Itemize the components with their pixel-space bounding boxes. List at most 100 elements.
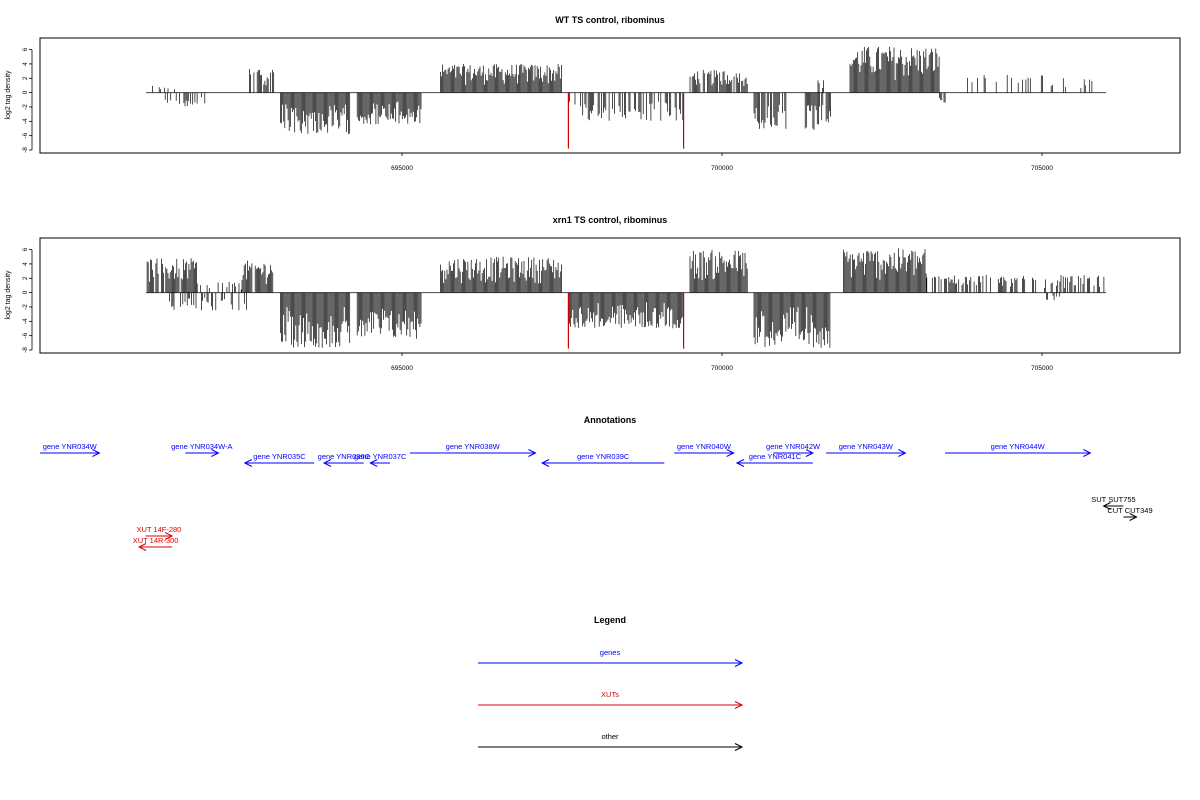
annotation-feature: gene YNR040W (674, 442, 735, 457)
y-tick-label: -6 (22, 132, 29, 138)
feature-arrowhead (735, 459, 745, 467)
feature-arrowhead (164, 532, 174, 540)
feature-label: gene YNR036C (318, 452, 371, 461)
annotation-feature: XUT 14F-280 (136, 525, 181, 540)
y-tick-label: -2 (22, 304, 29, 310)
annotations-title: Annotations (584, 415, 637, 425)
y-tick-label: -4 (22, 118, 29, 124)
y-tick-label: -8 (22, 347, 29, 353)
x-tick-label: 705000 (1031, 365, 1053, 372)
feature-label: gene YNR039C (577, 452, 630, 461)
legend-item-arrowhead (734, 659, 744, 667)
feature-label: gene YNR038W (446, 442, 501, 451)
annotation-feature: gene YNR037C (354, 452, 407, 467)
y-tick-label: -8 (22, 147, 29, 153)
x-tick-label: 705000 (1031, 165, 1053, 172)
panel-xrn1-y-axis: -8 -6 -4 -2 0 2 4 6 (22, 247, 33, 353)
feature-label: gene YNR044W (991, 442, 1046, 451)
panel-wt-ylabel: log2 tag density (5, 70, 12, 120)
annotation-feature: gene YNR035C (243, 452, 315, 467)
panel-xrn1: xrn1 TS control, ribominus log2 tag dens… (5, 215, 1181, 372)
feature-label: gene YNR041C (749, 452, 802, 461)
annotation-feature: XUT 14R-300 (133, 536, 179, 551)
annotation-feature: CUT CUT349 (1107, 506, 1153, 521)
feature-arrowhead (898, 449, 907, 457)
legend-item-label: genes (600, 648, 621, 657)
y-tick-label: 0 (22, 290, 29, 294)
y-tick-label: 2 (22, 276, 29, 280)
annotations-track: Annotations gene YNR034W gene YNR034W-Age… (40, 415, 1153, 551)
panel-wt: WT TS control, ribominus log2 tag densit… (5, 15, 1181, 172)
feature-arrowhead (726, 449, 735, 457)
y-tick-label: -2 (22, 104, 29, 110)
panel-xrn1-title: xrn1 TS control, ribominus (553, 215, 668, 225)
panel-xrn1-signal (146, 248, 1106, 349)
legend-items: genes XUTs other (478, 648, 744, 751)
feature-arrowhead (540, 459, 550, 467)
feature-label: SUT SUT755 (1091, 495, 1135, 504)
y-tick-label: 4 (22, 262, 29, 266)
feature-label: XUT 14R-300 (133, 536, 179, 545)
x-tick-label: 700000 (711, 165, 733, 172)
y-tick-label: 2 (22, 76, 29, 80)
feature-label: gene YNR034W (43, 442, 98, 451)
x-tick-label: 700000 (711, 365, 733, 372)
panel-wt-signal (146, 46, 1106, 149)
y-tick-label: 6 (22, 47, 29, 51)
panel-xrn1-frame (39, 237, 1181, 354)
annotation-feature: gene YNR039C (540, 452, 665, 467)
legend-item-label: other (601, 732, 619, 741)
feature-arrowhead (1083, 449, 1092, 457)
legend-item: other (478, 732, 744, 751)
legend-title: Legend (594, 615, 626, 625)
y-tick-label: -4 (22, 318, 29, 324)
feature-arrowhead (322, 459, 332, 467)
legend-item: XUTs (478, 690, 744, 709)
annotation-features: gene YNR034W gene YNR034W-A gene YNR035C ge… (40, 442, 1153, 551)
feature-label: gene YNR035C (253, 452, 306, 461)
feature-label: XUT 14F-280 (136, 525, 181, 534)
panel-xrn1-ylabel: log2 tag density (5, 270, 12, 320)
legend-item: genes (478, 648, 744, 667)
feature-arrowhead (1102, 502, 1111, 510)
y-tick-label: -6 (22, 332, 29, 338)
feature-arrowhead (528, 449, 537, 457)
y-tick-label: 0 (22, 90, 29, 94)
legend-item-arrowhead (734, 743, 744, 751)
x-tick-label: 695000 (391, 165, 413, 172)
feature-arrowhead (369, 459, 378, 467)
annotation-feature: gene YNR042W (766, 442, 821, 457)
feature-arrowhead (805, 449, 815, 457)
feature-arrowhead (1129, 513, 1138, 521)
x-tick-label: 695000 (391, 365, 413, 372)
panel-wt-x-axis: 695000 700000 705000 (391, 153, 1053, 172)
feature-label: gene YNR037C (354, 452, 407, 461)
panel-xrn1-x-axis: 695000 700000 705000 (391, 353, 1053, 372)
feature-label: gene YNR040W (677, 442, 732, 451)
annotation-feature: gene YNR034W-A (171, 442, 233, 457)
feature-label: gene YNR042W (766, 442, 821, 451)
annotation-feature: gene YNR038W (409, 442, 537, 457)
y-tick-label: 4 (22, 62, 29, 66)
feature-arrowhead (211, 449, 220, 457)
feature-label: gene YNR034W-A (171, 442, 232, 451)
annotation-feature: gene YNR043W (826, 442, 907, 457)
feature-arrowhead (243, 459, 253, 467)
panel-wt-y-axis: -8 -6 -4 -2 0 2 4 6 (22, 47, 33, 153)
y-tick-label: 6 (22, 247, 29, 251)
annotation-feature: gene YNR036C (318, 452, 371, 467)
feature-label: CUT CUT349 (1107, 506, 1152, 515)
annotation-feature: gene YNR044W (945, 442, 1092, 457)
legend-item-arrowhead (734, 701, 744, 709)
panel-wt-title: WT TS control, ribominus (555, 15, 665, 25)
legend-item-label: XUTs (601, 690, 619, 699)
annotation-feature: SUT SUT755 (1091, 495, 1136, 510)
annotation-feature: gene YNR041C (735, 452, 813, 467)
legend: Legend genes XUTs other (478, 615, 744, 751)
annotation-feature: gene YNR034W (40, 442, 101, 457)
feature-label: gene YNR043W (839, 442, 894, 451)
feature-arrowhead (92, 449, 101, 457)
feature-arrowhead (137, 543, 147, 551)
panel-wt-frame (39, 37, 1181, 154)
